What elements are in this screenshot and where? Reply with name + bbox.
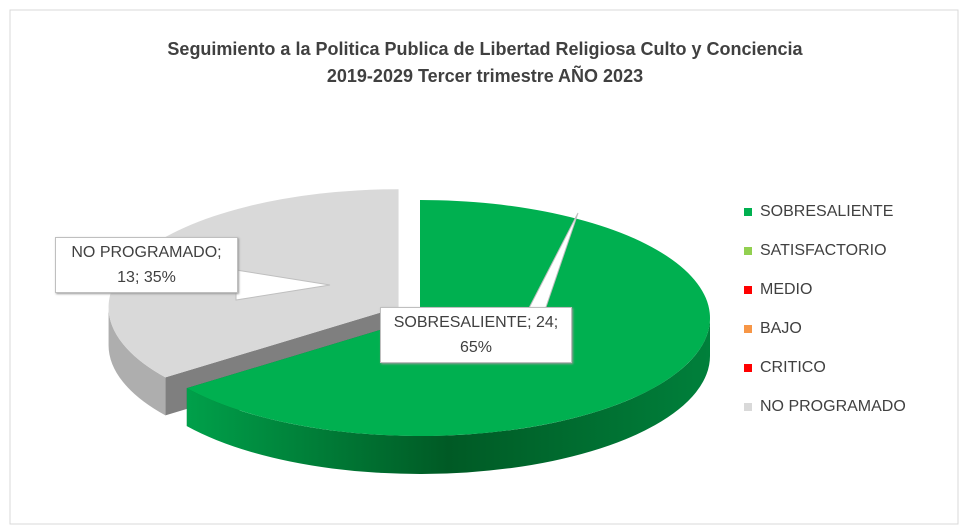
legend-swatch — [744, 247, 752, 255]
legend-swatch — [744, 403, 752, 411]
legend-label: SATISFACTORIO — [760, 242, 887, 259]
legend-swatch — [744, 286, 752, 294]
data-label: NO PROGRAMADO; 13; 35% — [55, 237, 238, 293]
legend-label: MEDIO — [760, 281, 812, 298]
chart-title: Seguimiento a la Politica Publica de Lib… — [167, 39, 803, 86]
legend-swatch — [744, 208, 752, 216]
legend-swatch — [744, 325, 752, 333]
legend-label: BAJO — [760, 320, 802, 337]
legend-label: NO PROGRAMADO — [760, 398, 906, 415]
legend-swatch — [744, 364, 752, 372]
slice-wall — [108, 307, 166, 416]
legend: SOBRESALIENTE SATISFACTORIO MEDIO BAJO CRITI… — [744, 203, 906, 415]
slice-wall — [186, 318, 711, 474]
legend-label: CRITICO — [760, 359, 826, 376]
data-label: SOBRESALIENTE; 24; 65% — [380, 307, 572, 363]
legend-label: SOBRESALIENTE — [760, 203, 893, 220]
